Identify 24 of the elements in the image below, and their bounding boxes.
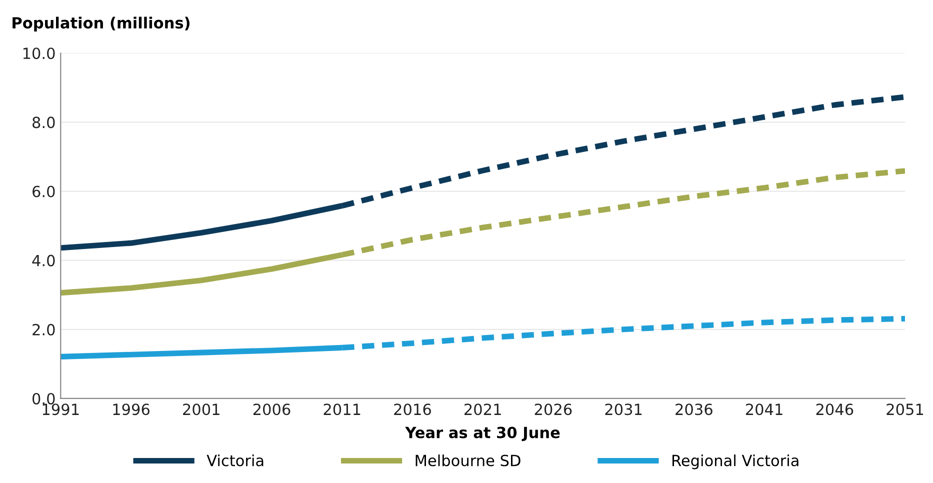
- y-tick-label: 6.0: [32, 186, 55, 198]
- legend-label: Victoria: [206, 454, 264, 466]
- x-tick-label: 2011: [324, 404, 360, 416]
- y-tick-label: 0.0: [32, 392, 55, 404]
- x-tick-label: 1996: [113, 404, 150, 416]
- x-tick-label: 2006: [253, 404, 290, 416]
- y-tick-label: 8.0: [32, 116, 55, 128]
- x-tick-label: 2051: [886, 404, 924, 416]
- y-tick-label: 4.0: [32, 254, 55, 266]
- legend-label: Melbourne SD: [416, 454, 520, 466]
- x-tick-label: 2031: [605, 404, 642, 416]
- y-tick-label: 2.0: [32, 324, 55, 336]
- x-axis-title: Year as at 30 June: [405, 426, 560, 442]
- x-tick-label: 1991: [42, 404, 79, 416]
- x-tick-label: 2021: [464, 404, 501, 416]
- y-tick-label: 10.0: [23, 48, 55, 60]
- x-tick-label: 2016: [394, 404, 431, 416]
- x-tick-label: 2036: [676, 404, 712, 416]
- legend-label: Regional Victoria: [672, 454, 798, 470]
- x-tick-label: 2026: [534, 404, 572, 416]
- x-tick-label: 2001: [183, 404, 220, 416]
- y-axis-title: Population (millions): [12, 16, 190, 32]
- x-tick-label: 2041: [746, 404, 782, 416]
- x-tick-label: 2046: [816, 404, 854, 416]
